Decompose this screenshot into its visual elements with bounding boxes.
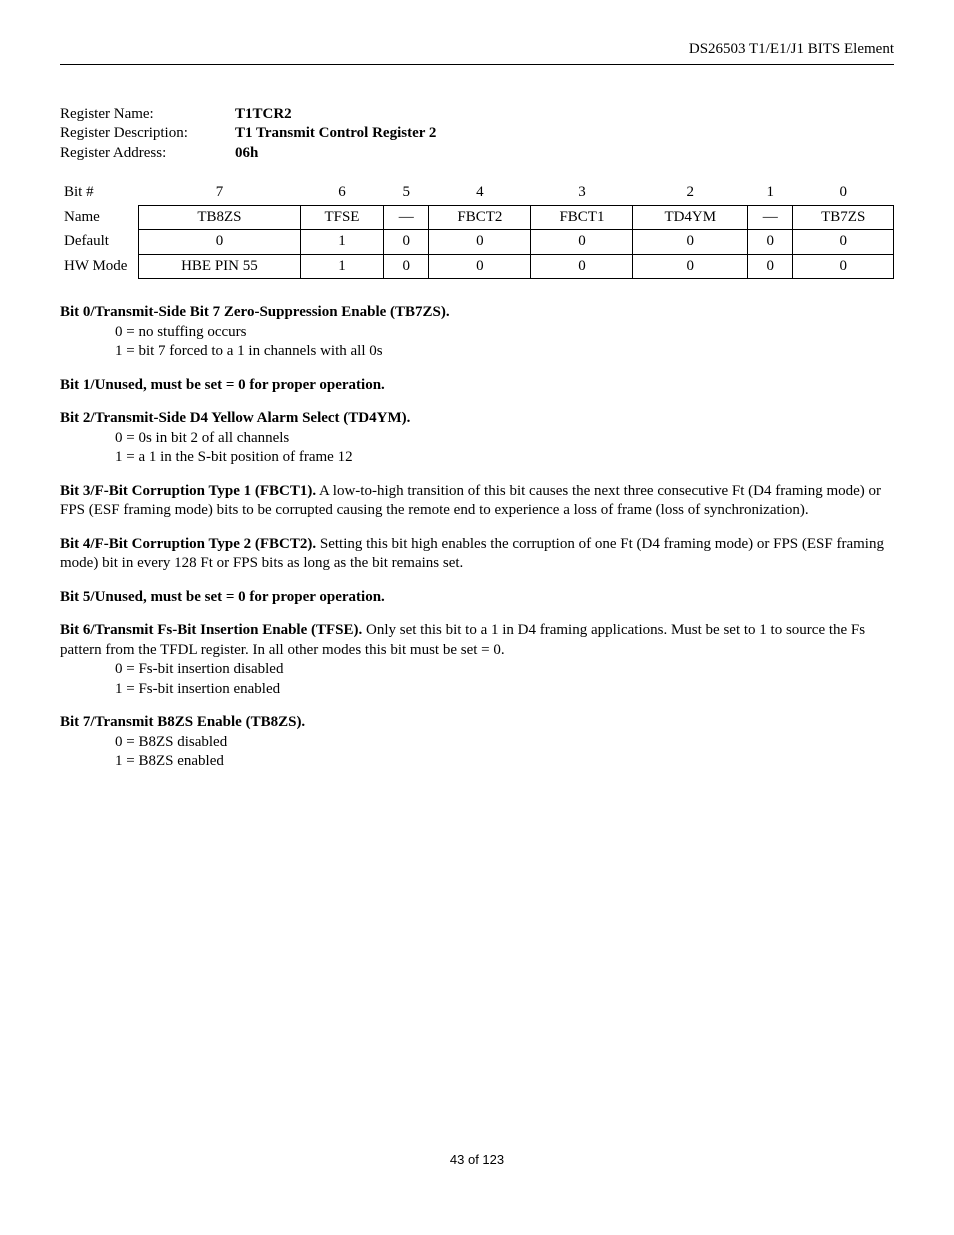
bitnum-0: 0: [793, 181, 894, 205]
rowlabel-default: Default: [60, 230, 139, 255]
name-0: TB7ZS: [793, 205, 894, 230]
doc-header: DS26503 T1/E1/J1 BITS Element: [60, 40, 894, 60]
hw-0: 0: [793, 254, 894, 279]
desc-bit3: Bit 3/F-Bit Corruption Type 1 (FBCT1). A…: [60, 482, 894, 521]
desc-bit0: Bit 0/Transmit-Side Bit 7 Zero-Suppressi…: [60, 303, 894, 362]
reg-name-value: T1TCR2: [235, 105, 894, 125]
hw-7: HBE PIN 55: [139, 254, 301, 279]
bitnum-5: 5: [384, 181, 429, 205]
bit2-heading: Bit 2/Transmit-Side D4 Yellow Alarm Sele…: [60, 410, 410, 426]
bitnum-4: 4: [429, 181, 531, 205]
name-7: TB8ZS: [139, 205, 301, 230]
desc-bit1: Bit 1/Unused, must be set = 0 for proper…: [60, 376, 894, 396]
default-4: 0: [429, 230, 531, 255]
default-7: 0: [139, 230, 301, 255]
page-footer: 43 of 123: [60, 1152, 894, 1169]
name-6: TFSE: [300, 205, 383, 230]
default-0: 0: [793, 230, 894, 255]
bit2-line1: 1 = a 1 in the S-bit position of frame 1…: [115, 448, 894, 468]
name-3: FBCT1: [531, 205, 633, 230]
bit1-heading: Bit 1/Unused, must be set = 0 for proper…: [60, 377, 385, 393]
bit6-heading: Bit 6/Transmit Fs-Bit Insertion Enable (…: [60, 622, 362, 638]
bit0-line0: 0 = no stuffing occurs: [115, 323, 894, 343]
rowlabel-name: Name: [60, 205, 139, 230]
hw-2: 0: [633, 254, 748, 279]
rowlabel-hw: HW Mode: [60, 254, 139, 279]
desc-bit7: Bit 7/Transmit B8ZS Enable (TB8ZS). 0 = …: [60, 713, 894, 772]
reg-name-label: Register Name:: [60, 105, 235, 125]
bitnum-3: 3: [531, 181, 633, 205]
bitnum-7: 7: [139, 181, 301, 205]
bit2-line0: 0 = 0s in bit 2 of all channels: [115, 429, 894, 449]
hw-5: 0: [384, 254, 429, 279]
hw-3: 0: [531, 254, 633, 279]
rowlabel-bitnum: Bit #: [60, 181, 139, 205]
reg-desc-value: T1 Transmit Control Register 2: [235, 124, 894, 144]
default-6: 1: [300, 230, 383, 255]
row-name: Name TB8ZS TFSE — FBCT2 FBCT1 TD4YM — TB…: [60, 205, 894, 230]
bit7-line1: 1 = B8ZS enabled: [115, 752, 894, 772]
default-2: 0: [633, 230, 748, 255]
bit7-line0: 0 = B8ZS disabled: [115, 733, 894, 753]
row-default: Default 0 1 0 0 0 0 0 0: [60, 230, 894, 255]
hw-1: 0: [748, 254, 793, 279]
bit-table: Bit # 7 6 5 4 3 2 1 0 Name TB8ZS TFSE — …: [60, 181, 894, 279]
bitnum-1: 1: [748, 181, 793, 205]
desc-bit4: Bit 4/F-Bit Corruption Type 2 (FBCT2). S…: [60, 535, 894, 574]
name-4: FBCT2: [429, 205, 531, 230]
name-2: TD4YM: [633, 205, 748, 230]
bit4-heading: Bit 4/F-Bit Corruption Type 2 (FBCT2).: [60, 536, 316, 552]
bit7-heading: Bit 7/Transmit B8ZS Enable (TB8ZS).: [60, 714, 305, 730]
desc-bit6: Bit 6/Transmit Fs-Bit Insertion Enable (…: [60, 621, 894, 699]
reg-addr-label: Register Address:: [60, 144, 235, 164]
row-hw: HW Mode HBE PIN 55 1 0 0 0 0 0 0: [60, 254, 894, 279]
default-5: 0: [384, 230, 429, 255]
bitnum-2: 2: [633, 181, 748, 205]
hw-6: 1: [300, 254, 383, 279]
name-5: —: [384, 205, 429, 230]
reg-addr-value: 06h: [235, 144, 894, 164]
bit0-line1: 1 = bit 7 forced to a 1 in channels with…: [115, 342, 894, 362]
bit0-heading: Bit 0/Transmit-Side Bit 7 Zero-Suppressi…: [60, 304, 450, 320]
default-3: 0: [531, 230, 633, 255]
row-bitnum: Bit # 7 6 5 4 3 2 1 0: [60, 181, 894, 205]
default-1: 0: [748, 230, 793, 255]
desc-bit2: Bit 2/Transmit-Side D4 Yellow Alarm Sele…: [60, 409, 894, 468]
bit6-line1: 1 = Fs-bit insertion enabled: [115, 680, 894, 700]
bit5-heading: Bit 5/Unused, must be set = 0 for proper…: [60, 589, 385, 605]
register-info: Register Name: T1TCR2 Register Descripti…: [60, 105, 894, 164]
reg-desc-label: Register Description:: [60, 124, 235, 144]
desc-bit5: Bit 5/Unused, must be set = 0 for proper…: [60, 588, 894, 608]
bitnum-6: 6: [300, 181, 383, 205]
header-rule: [60, 64, 894, 65]
bit6-line0: 0 = Fs-bit insertion disabled: [115, 660, 894, 680]
name-1: —: [748, 205, 793, 230]
bit3-heading: Bit 3/F-Bit Corruption Type 1 (FBCT1).: [60, 483, 316, 499]
hw-4: 0: [429, 254, 531, 279]
